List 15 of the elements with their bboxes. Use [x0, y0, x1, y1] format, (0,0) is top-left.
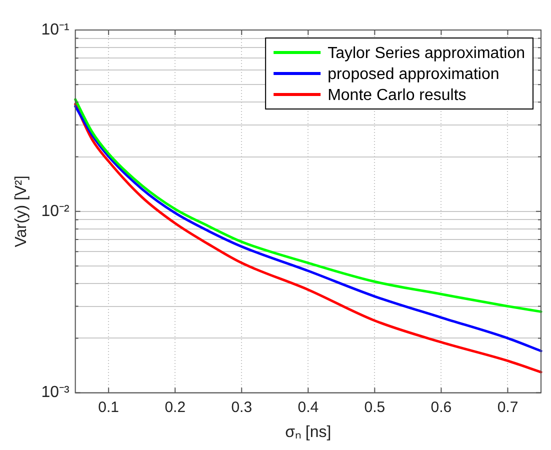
x-tick-label: 0.5	[364, 398, 386, 416]
legend-label: Monte Carlo results	[328, 86, 466, 104]
x-tick-label: 0.3	[231, 398, 252, 416]
legend-label: proposed approximation	[328, 66, 500, 83]
y-tick-label: 10⁻³	[41, 384, 70, 402]
x-axis-title: σₙ [ns]	[285, 424, 332, 441]
x-tick-label: 0.4	[298, 398, 319, 416]
x-tick-label: 0.7	[497, 398, 518, 416]
legend-label: Taylor Series approximation	[328, 44, 525, 62]
y-tick-label: 10⁻²	[41, 202, 70, 220]
y-axis-title: Var(y) [V²]	[13, 176, 30, 248]
x-tick-label: 0.2	[164, 398, 186, 416]
y-tick-label: 10⁻¹	[41, 21, 70, 38]
x-tick-label: 0.6	[430, 398, 452, 416]
x-tick-label: 0.1	[98, 398, 120, 416]
